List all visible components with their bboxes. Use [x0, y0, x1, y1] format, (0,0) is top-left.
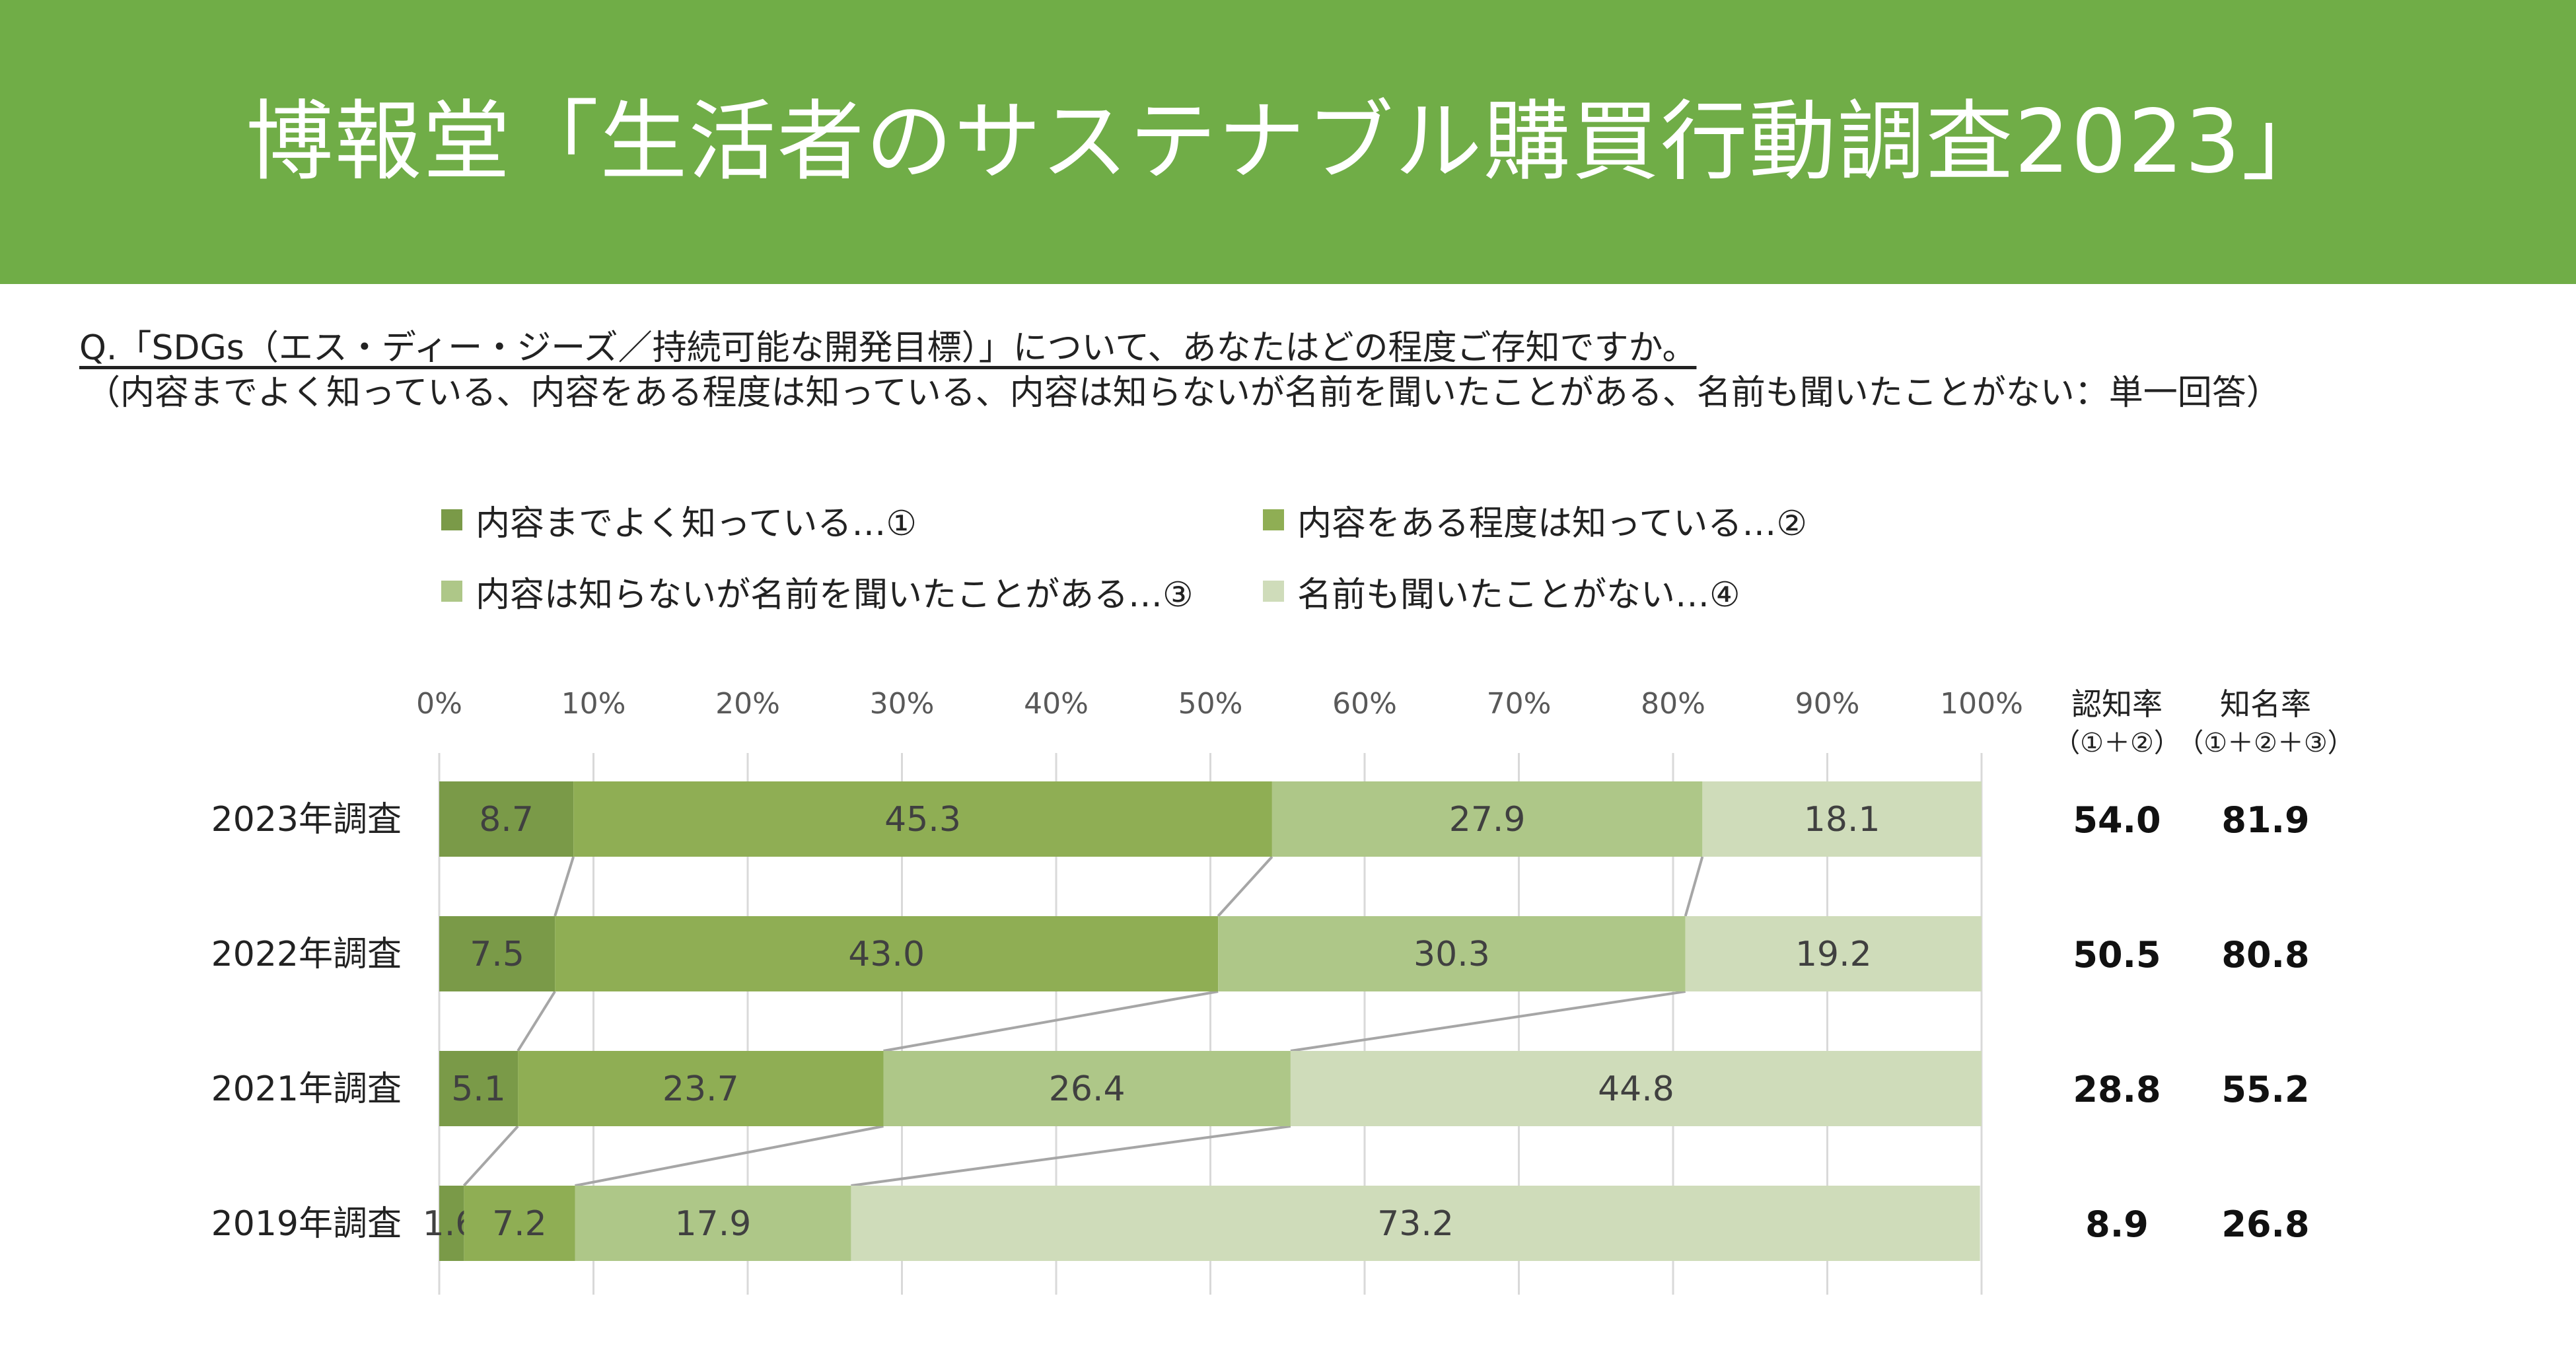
summary-value: 80.8 — [2221, 934, 2309, 976]
legend-item-3: 内容は知らないが名前を聞いたことがある…③ — [441, 568, 1194, 615]
x-tick-label: 90% — [1795, 687, 1860, 721]
summary-value: 26.8 — [2221, 1203, 2309, 1245]
x-tick-label: 50% — [1178, 687, 1243, 721]
x-tick-label: 10% — [561, 687, 626, 721]
data-label: 5.1 — [451, 1069, 506, 1109]
summary-value: 54.0 — [2073, 799, 2161, 841]
x-tick-label: 60% — [1332, 687, 1397, 721]
x-tick-label: 30% — [870, 687, 935, 721]
bar-segment — [439, 1186, 464, 1261]
summary-value: 50.5 — [2073, 934, 2161, 976]
data-label: 27.9 — [1449, 800, 1526, 840]
x-tick-label: 40% — [1024, 687, 1089, 721]
x-tick-label: 80% — [1641, 687, 1705, 721]
connector-line — [575, 1125, 884, 1187]
connector-line — [1217, 855, 1273, 917]
x-tick-label: 70% — [1487, 687, 1552, 721]
legend-label-2: 内容をある程度は知っている…② — [1297, 503, 1808, 544]
summary-value: 28.8 — [2073, 1069, 2161, 1110]
legend-label-3: 内容は知らないが名前を聞いたことがある…③ — [476, 575, 1194, 615]
x-tick-label: 0% — [416, 687, 462, 721]
connector-line — [462, 1125, 519, 1187]
bar-segment — [1290, 1051, 1982, 1126]
bar-segment — [575, 1186, 851, 1261]
summary-subheader: （①＋②） — [2054, 728, 2180, 758]
legend-swatch-2 — [1263, 509, 1284, 530]
data-label: 7.5 — [470, 935, 524, 974]
data-label: 8.7 — [479, 800, 534, 840]
data-label: 17.9 — [675, 1204, 752, 1244]
category-label: 2021年調査 — [211, 1069, 402, 1109]
bar-segment — [439, 1051, 519, 1126]
category-label: 2019年調査 — [211, 1204, 402, 1244]
summary-subheader: （①＋②＋③） — [2177, 728, 2354, 758]
data-label: 19.2 — [1795, 935, 1872, 974]
connector-line — [883, 990, 1219, 1052]
data-label: 73.2 — [1377, 1204, 1454, 1244]
data-label: 30.3 — [1413, 935, 1490, 974]
legend-item-4: 名前も聞いたことがない…④ — [1263, 568, 1740, 615]
connector-line — [1684, 856, 1704, 917]
category-label: 2022年調査 — [211, 935, 402, 974]
answer-options-text: （内容までよく知っている、内容をある程度は知っている、内容は知らないが名前を聞い… — [86, 373, 2281, 413]
bar-segment — [573, 781, 1272, 857]
summary-header: 知名率 — [2220, 686, 2311, 722]
bar-segment — [1218, 916, 1686, 991]
connector-line — [851, 1125, 1291, 1187]
bar-segment — [464, 1186, 575, 1261]
data-label: 7.2 — [492, 1204, 547, 1244]
title-banner: 博報堂「生活者のサステナブル購買行動調査2023」 — [0, 0, 2576, 284]
bar-segment — [883, 1051, 1291, 1126]
legend-swatch-3 — [441, 581, 462, 602]
data-label: 18.1 — [1804, 800, 1880, 840]
summary-value: 8.9 — [2085, 1203, 2149, 1245]
legend-item-1: 内容までよく知っている…① — [441, 497, 917, 544]
legend-swatch-1 — [441, 509, 462, 530]
data-label: 45.3 — [884, 800, 961, 840]
bar-segment — [439, 916, 555, 991]
bar-segment — [1271, 781, 1703, 857]
legend-item-2: 内容をある程度は知っている…② — [1263, 497, 1808, 544]
data-label: 43.0 — [848, 935, 925, 974]
legend-label-1: 内容までよく知っている…① — [476, 503, 917, 544]
data-label: 26.4 — [1049, 1069, 1126, 1109]
bar-segment — [439, 781, 574, 857]
bar-segment — [1702, 781, 1982, 857]
summary-value: 55.2 — [2221, 1069, 2309, 1110]
bar-segment — [851, 1186, 1980, 1261]
page-title: 博報堂「生活者のサステナブル購買行動調査2023」 — [246, 91, 2330, 193]
x-tick-label: 20% — [715, 687, 780, 721]
data-label: 44.8 — [1598, 1069, 1674, 1109]
connector-line — [554, 856, 575, 917]
x-tick-label: 100% — [1940, 687, 2023, 721]
bar-segment — [1685, 916, 1982, 991]
data-label: 23.7 — [662, 1069, 739, 1109]
bar-segment — [518, 1051, 884, 1126]
connector-line — [1290, 990, 1686, 1052]
category-label: 2023年調査 — [211, 800, 402, 840]
question-text: Q.「SDGs（エス・ディー・ジーズ／持続可能な開発目標）」について、あなたはど… — [79, 328, 1697, 368]
legend-label-4: 名前も聞いたことがない…④ — [1297, 575, 1740, 615]
connector-line — [517, 990, 556, 1052]
bar-segment — [555, 916, 1219, 991]
legend-swatch-4 — [1263, 581, 1284, 602]
summary-header: 認知率 — [2071, 686, 2163, 722]
summary-value: 81.9 — [2221, 799, 2309, 841]
